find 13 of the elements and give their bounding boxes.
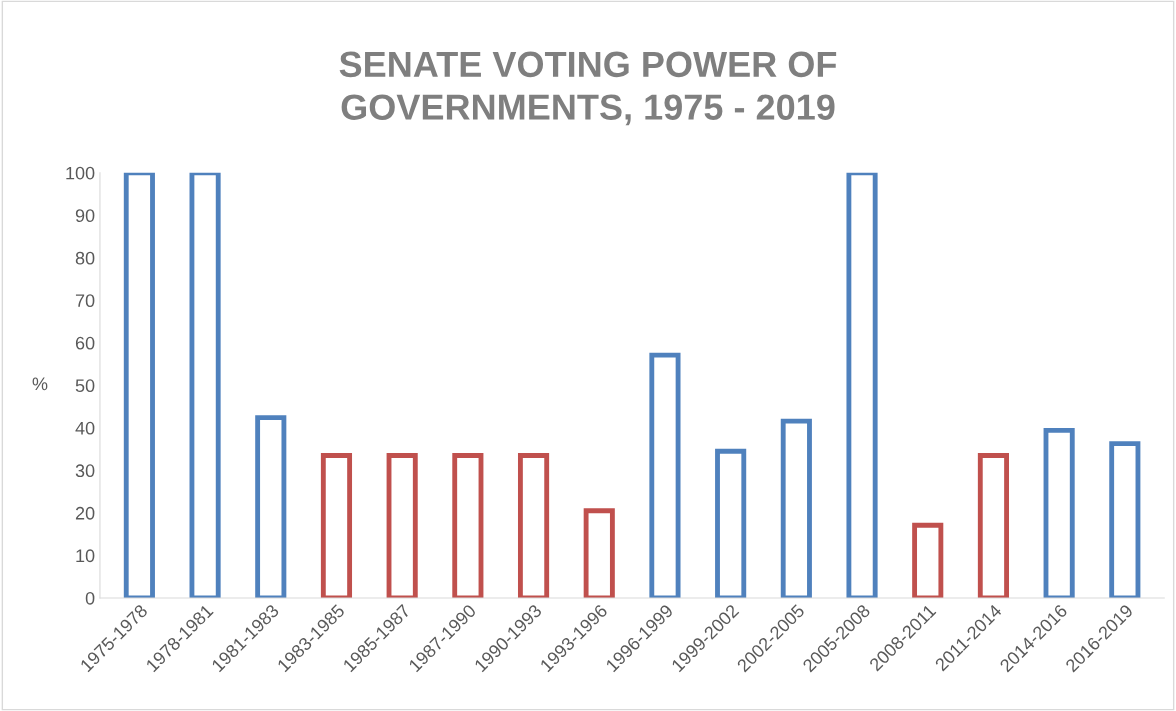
y-axis-title: % — [32, 377, 48, 391]
y-tick-label: 10 — [76, 549, 95, 563]
y-tick-label: 70 — [75, 294, 95, 308]
y-tick-label: 90 — [75, 209, 95, 223]
y-tick-label: 0 — [85, 591, 95, 605]
y-tick-label: 40 — [75, 421, 95, 435]
chart-title: SENATE VOTING POWER OF GOVERNMENTS, 1975 - 2019 — [339, 51, 837, 126]
y-tick-label: 60 — [75, 336, 95, 350]
y-tick-label: 50 — [75, 379, 95, 393]
y-tick-label: 100 — [66, 166, 95, 180]
y-tick-label: 20 — [75, 506, 95, 520]
y-tick-label: 80 — [75, 251, 95, 265]
y-tick-label: 30 — [75, 464, 95, 478]
